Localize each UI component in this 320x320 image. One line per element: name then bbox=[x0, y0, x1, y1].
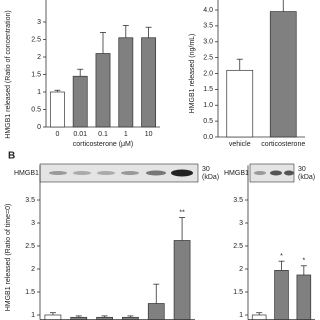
bar bbox=[226, 69, 254, 138]
bar bbox=[70, 316, 88, 320]
bar bbox=[95, 53, 111, 128]
blot-band bbox=[121, 171, 139, 175]
y-tick-label: 2.0 bbox=[203, 70, 213, 77]
significance: * bbox=[280, 253, 283, 260]
x-tick-label: vehicle bbox=[229, 141, 251, 148]
x-tick-label: corticosterone bbox=[261, 141, 305, 148]
y-tick-label: 3.5 bbox=[203, 23, 213, 30]
blot-label: HMGB1 bbox=[224, 170, 249, 177]
blot bbox=[39, 163, 295, 183]
significance: ** bbox=[179, 209, 185, 216]
blot-band bbox=[254, 171, 266, 175]
bar bbox=[141, 37, 157, 128]
bar bbox=[118, 37, 134, 128]
x-tick-label: 0.1 bbox=[98, 131, 108, 138]
panel-label: B bbox=[8, 151, 15, 162]
x-axis-title: corticosterone (μM) bbox=[73, 141, 133, 148]
y-tick-label: 1.5 bbox=[25, 289, 35, 296]
y-tick-label: 0.5 bbox=[203, 118, 213, 125]
y-axis-title: HMGB1 released (ng/mL) bbox=[189, 34, 196, 114]
blot-band bbox=[146, 170, 166, 176]
y-tick-label: 1.5 bbox=[233, 289, 243, 296]
blot-marker: 30 bbox=[202, 166, 210, 173]
y-tick-label: 3.0 bbox=[203, 39, 213, 46]
y-tick-label: 1 bbox=[31, 312, 35, 319]
y-tick-label: 0 bbox=[37, 124, 41, 131]
blot-band bbox=[284, 170, 294, 176]
y-axis-title: HMGB1 released (Ratio of concentration) bbox=[5, 10, 12, 138]
x-tick-label: 0.01 bbox=[73, 131, 87, 138]
bar bbox=[122, 316, 139, 320]
bar bbox=[44, 314, 62, 320]
y-tick-label: 3 bbox=[239, 220, 243, 227]
bar bbox=[274, 270, 289, 320]
y-tick-label: 2 bbox=[37, 54, 41, 61]
y-tick-label: 3 bbox=[31, 220, 35, 227]
blot-label: HMGB1 bbox=[14, 170, 39, 177]
blot-band bbox=[49, 171, 67, 175]
y-tick-label: 1.0 bbox=[203, 102, 213, 109]
y-tick-label: 3.5 bbox=[233, 197, 243, 204]
y-tick-label: 2 bbox=[31, 266, 35, 273]
y-tick-label: 3 bbox=[37, 19, 41, 26]
y-tick-label: 0.5 bbox=[31, 106, 41, 113]
y-tick-label: 2.5 bbox=[233, 243, 243, 250]
blot-marker: 30 bbox=[298, 166, 306, 173]
y-tick-label: 1.5 bbox=[31, 71, 41, 78]
x-tick-label: 10 bbox=[145, 131, 153, 138]
blot-band bbox=[73, 171, 91, 175]
bar bbox=[49, 91, 65, 128]
bar bbox=[96, 316, 113, 320]
bar bbox=[147, 303, 165, 320]
y-axis-title: HMGB1 released (Ratio of time=0) bbox=[5, 204, 12, 312]
x-tick-label: 0 bbox=[55, 131, 59, 138]
y-tick-label: 1 bbox=[239, 312, 243, 319]
significance: * bbox=[302, 258, 305, 265]
bar bbox=[296, 274, 312, 320]
y-tick-label: 3.5 bbox=[25, 197, 35, 204]
y-tick-label: 4.0 bbox=[203, 7, 213, 14]
y-tick-label: 1 bbox=[37, 89, 41, 96]
y-tick-label: 2.5 bbox=[25, 243, 35, 250]
y-tick-label: 2.5 bbox=[31, 36, 41, 43]
y-tick-label: 1.5 bbox=[203, 86, 213, 93]
blot-band bbox=[97, 171, 115, 175]
y-tick-label: 2.5 bbox=[203, 54, 213, 61]
blot-marker: (kDa) bbox=[298, 174, 315, 181]
blot-marker: (kDa) bbox=[202, 174, 219, 181]
blot-band bbox=[171, 169, 193, 177]
y-tick-label: 2 bbox=[239, 266, 243, 273]
blot-band bbox=[270, 170, 282, 176]
bar bbox=[173, 240, 191, 320]
bar bbox=[269, 11, 297, 138]
x-tick-label: 1 bbox=[124, 131, 128, 138]
bar bbox=[72, 75, 88, 128]
y-tick-label: 0.0 bbox=[203, 134, 213, 141]
bar bbox=[251, 314, 267, 320]
